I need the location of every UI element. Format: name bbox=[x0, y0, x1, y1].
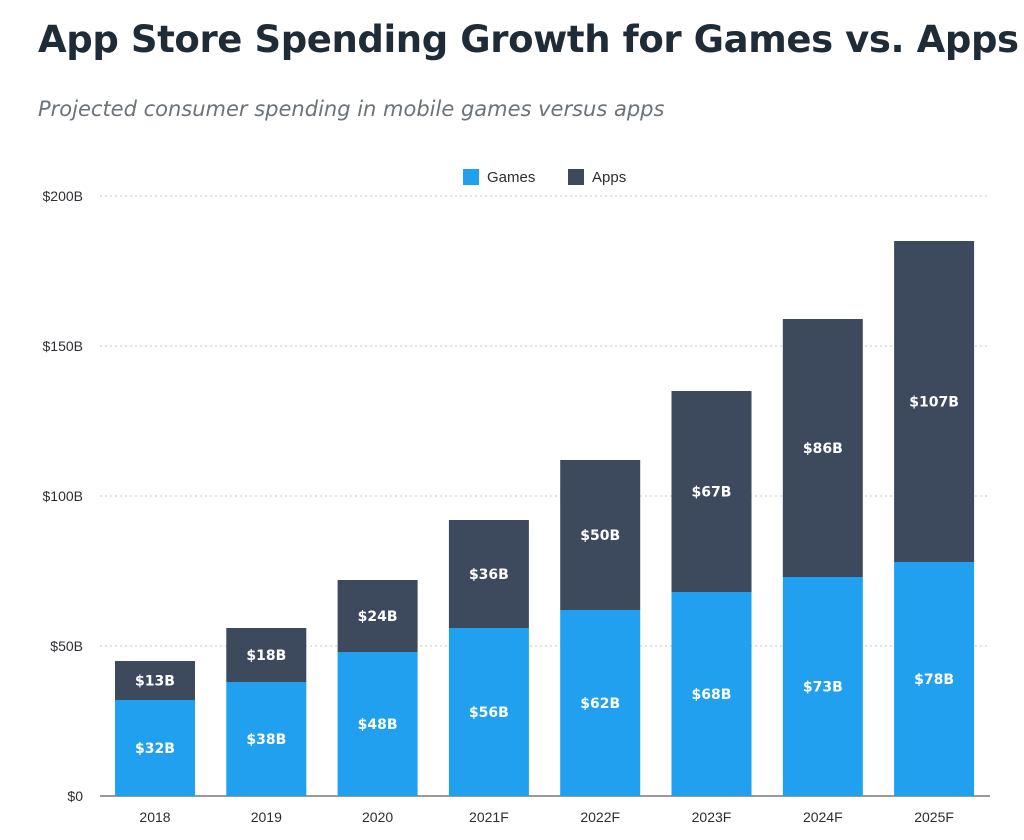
data-label: $67B bbox=[692, 485, 732, 501]
legend-swatch-games bbox=[463, 169, 479, 185]
data-label: $86B bbox=[803, 441, 843, 457]
x-axis-ticks: 2018 2019 2020 2021F 2022F 2023F 2024F 2025F bbox=[139, 809, 954, 825]
y-tick-label: $200B bbox=[43, 188, 83, 204]
y-axis-ticks: $0 $50B $100B $150B $200B bbox=[43, 188, 84, 804]
x-tick-label: 2020 bbox=[362, 809, 393, 825]
bar-games-2019 bbox=[226, 682, 307, 796]
x-tick-label: 2018 bbox=[139, 809, 170, 825]
data-label: $13B bbox=[135, 674, 175, 690]
bar-apps-2024f bbox=[782, 319, 863, 577]
data-label: $73B bbox=[803, 680, 843, 696]
bar-games-2022f bbox=[560, 610, 641, 796]
legend: Games Apps bbox=[463, 169, 626, 186]
bar-games-2024f bbox=[782, 577, 863, 796]
x-tick-label: 2023F bbox=[692, 809, 732, 825]
x-tick-label: 2022F bbox=[580, 809, 620, 825]
data-label: $56B bbox=[469, 705, 509, 721]
y-tick-label: $100B bbox=[43, 488, 83, 504]
legend-swatch-apps bbox=[568, 169, 584, 185]
data-label: $48B bbox=[358, 717, 398, 733]
data-label: $107B bbox=[909, 395, 959, 411]
bar-apps-2019 bbox=[226, 628, 307, 682]
bar-games-2021f bbox=[448, 628, 529, 796]
y-tick-label: $50B bbox=[50, 638, 83, 654]
data-label: $78B bbox=[914, 672, 954, 688]
legend-label-apps: Apps bbox=[592, 169, 626, 186]
x-tick-label: 2019 bbox=[251, 809, 282, 825]
x-tick-label: 2025F bbox=[914, 809, 954, 825]
x-tick-label: 2024F bbox=[803, 809, 843, 825]
legend-label-games: Games bbox=[487, 169, 535, 186]
y-tick-label: $150B bbox=[43, 338, 83, 354]
bar-games-2023f bbox=[671, 592, 752, 796]
data-label: $18B bbox=[246, 648, 286, 664]
data-label: $36B bbox=[469, 567, 509, 583]
data-label: $50B bbox=[580, 528, 620, 544]
bar-apps-2021f bbox=[448, 520, 529, 628]
bar-apps-2020 bbox=[337, 580, 418, 652]
data-label: $32B bbox=[135, 741, 175, 757]
data-label: $62B bbox=[580, 696, 620, 712]
bar-apps-2022f bbox=[560, 460, 641, 610]
bar-apps-2023f bbox=[671, 391, 752, 592]
data-label: $38B bbox=[246, 732, 286, 748]
data-label: $24B bbox=[358, 609, 398, 625]
data-labels: $32B $13B $38B $18B $48B $24B $56B $36B $62B $50B… bbox=[135, 395, 959, 758]
data-label: $68B bbox=[692, 687, 732, 703]
bar-games-2018 bbox=[115, 700, 195, 796]
bar-apps-2018 bbox=[115, 661, 195, 700]
bar-games-2025f bbox=[894, 562, 975, 796]
chart-subtitle: Projected consumer spending in mobile ga… bbox=[38, 97, 665, 121]
bar-apps-2025f bbox=[894, 241, 975, 562]
chart-title: App Store Spending Growth for Games vs. … bbox=[38, 18, 1019, 61]
bar-games-2020 bbox=[337, 652, 418, 796]
x-tick-label: 2021F bbox=[469, 809, 509, 825]
bars bbox=[115, 241, 975, 796]
y-tick-label: $0 bbox=[67, 788, 83, 804]
